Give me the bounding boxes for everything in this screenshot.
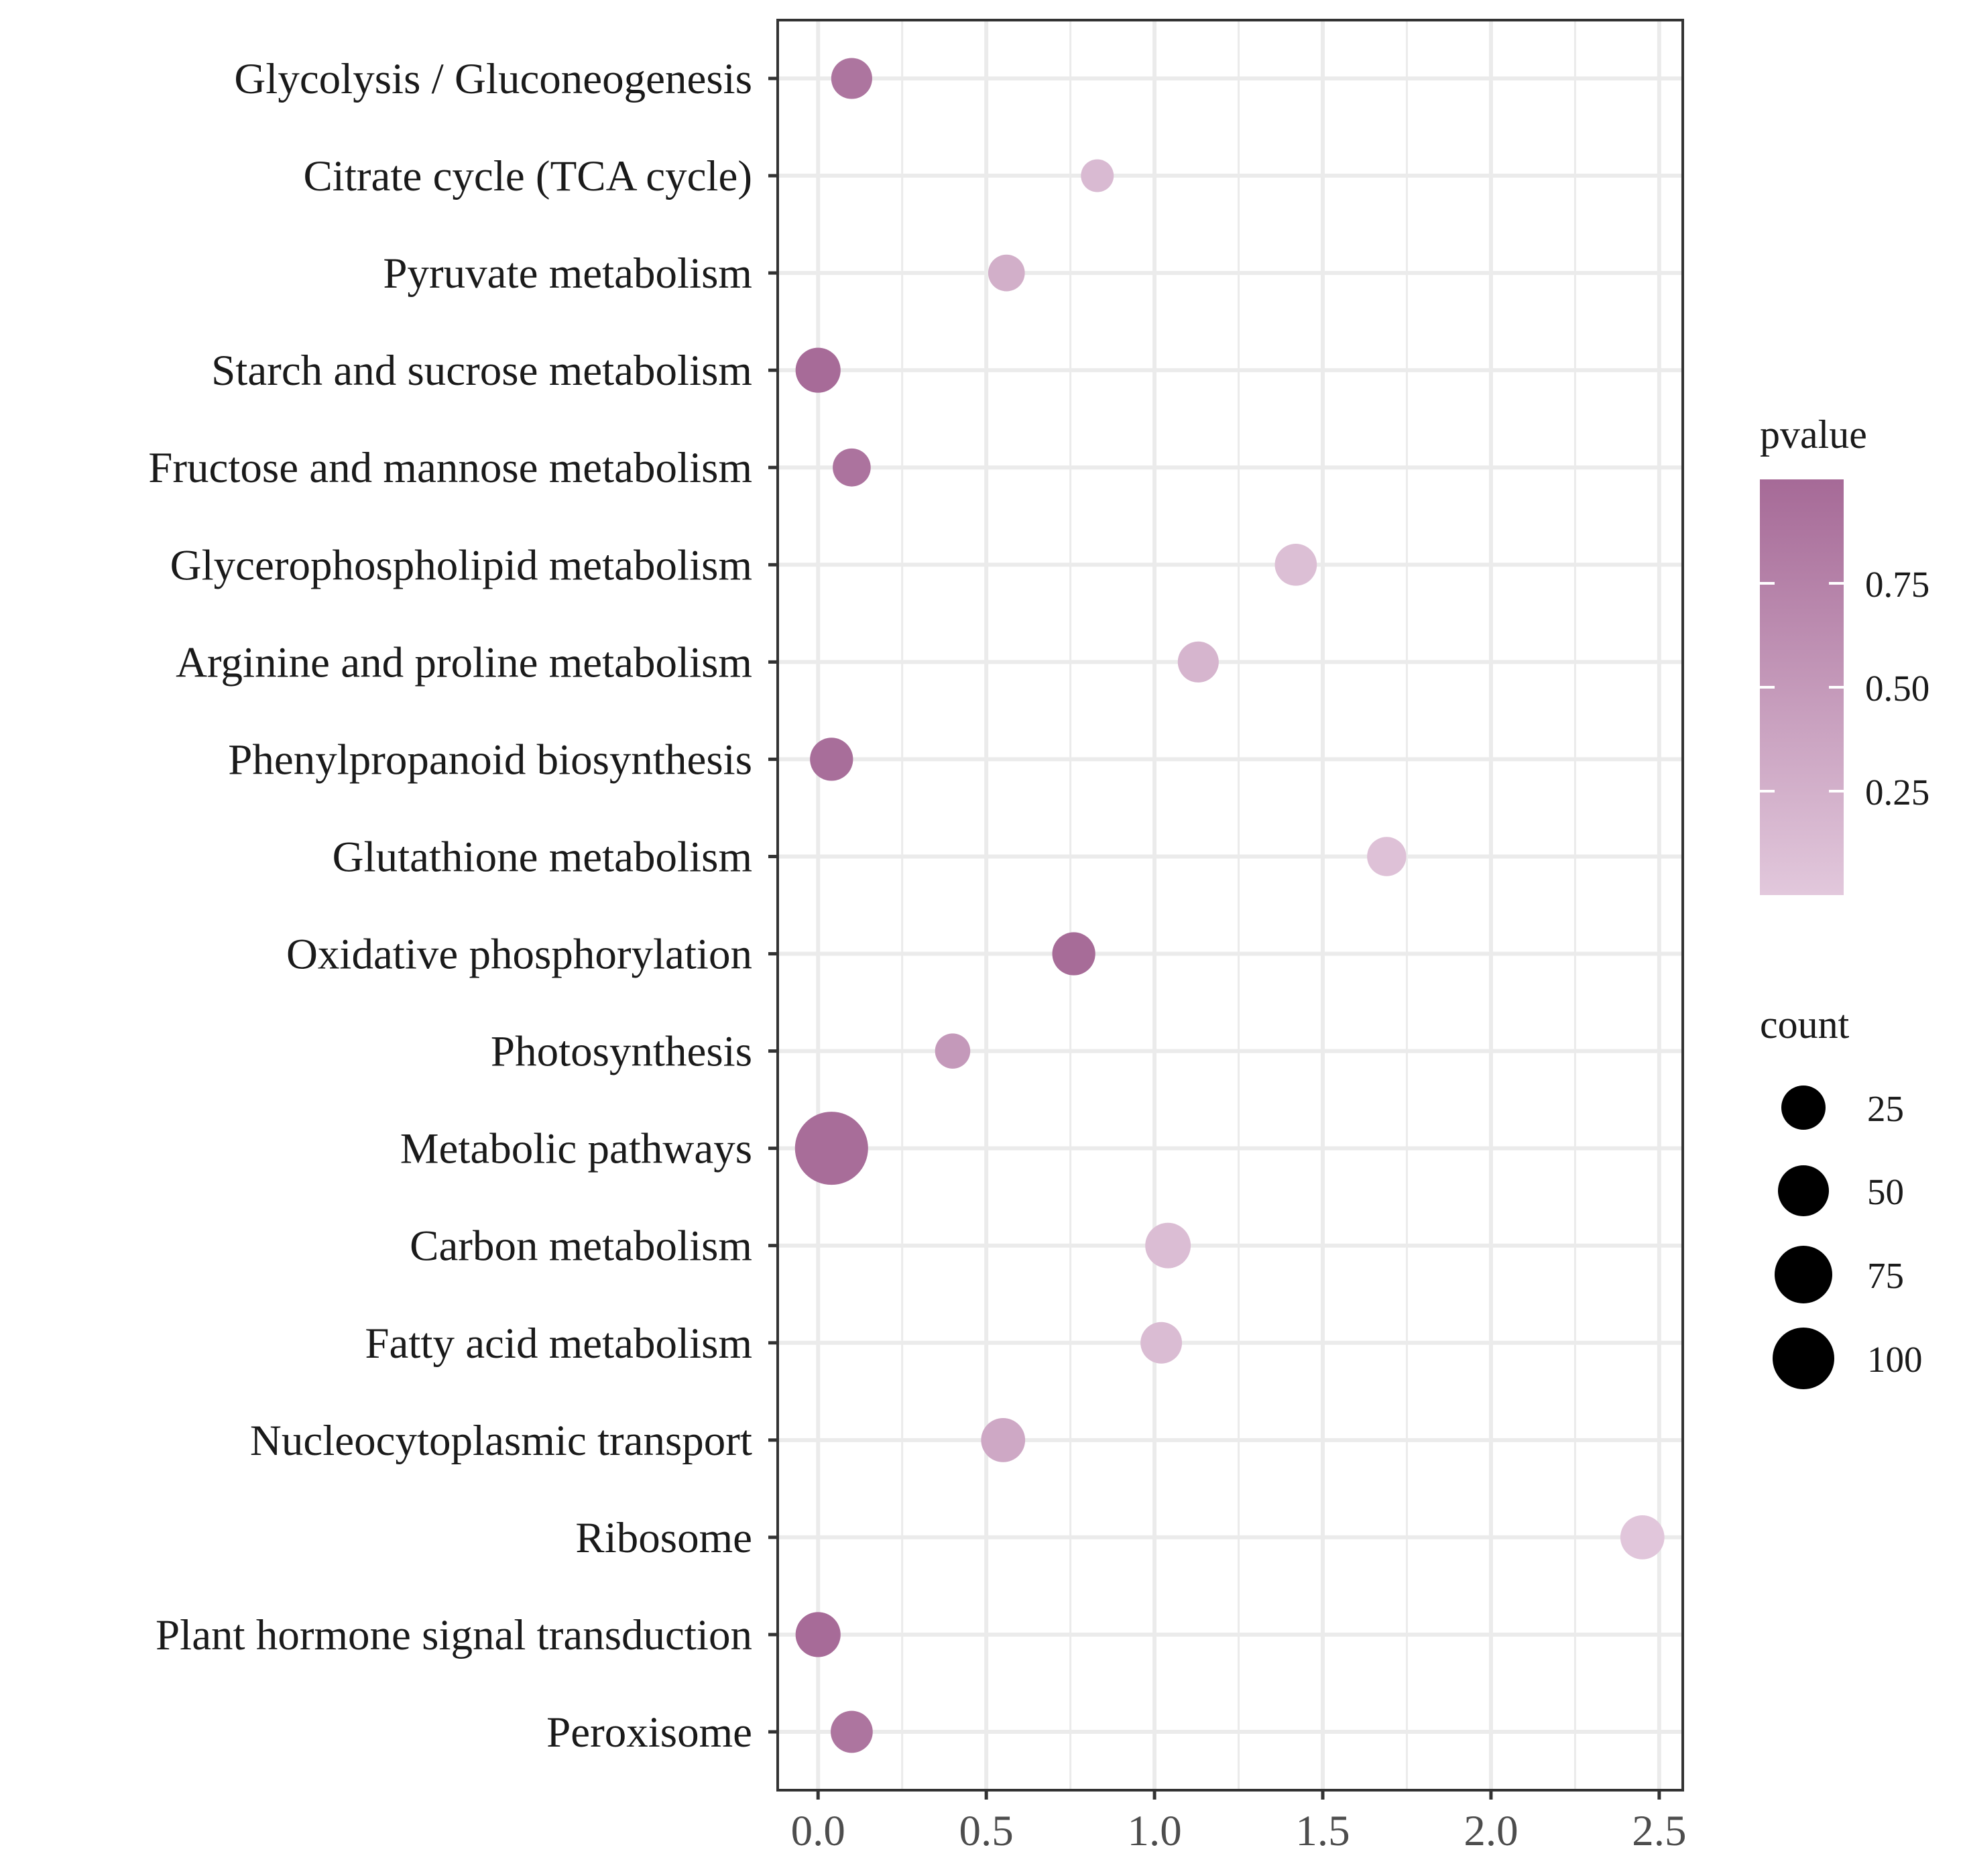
x-axis-tick-label: 2.0 bbox=[1464, 1807, 1518, 1855]
count-legend-items: 25 50 75 100 bbox=[1773, 1086, 1923, 1389]
axes: Glycolysis / Gluconeogenesis Citrate cycl… bbox=[148, 55, 1686, 1855]
data-point bbox=[831, 58, 872, 99]
count-legend: count 25 50 75 100 bbox=[1760, 1002, 1923, 1389]
pvalue-legend: pvalue 0.75 0.50 0.25 bbox=[1760, 412, 1929, 895]
count-legend-key bbox=[1781, 1086, 1826, 1130]
x-axis-tick-label: 1.0 bbox=[1127, 1807, 1181, 1855]
count-legend-label: 25 bbox=[1867, 1088, 1904, 1129]
colorbar-tick-label: 0.50 bbox=[1865, 668, 1929, 709]
y-axis-category-label: Ribosome bbox=[575, 1514, 752, 1562]
x-axis-tick-label: 0.5 bbox=[959, 1807, 1014, 1855]
data-point bbox=[1145, 1222, 1191, 1269]
y-axis-category-label: Glycerophospholipid metabolism bbox=[170, 541, 752, 589]
count-legend-key bbox=[1778, 1165, 1829, 1216]
plot-panel-background bbox=[778, 20, 1683, 1790]
y-axis-category-label: Phenylpropanoid biosynthesis bbox=[228, 736, 752, 784]
data-point bbox=[1052, 932, 1095, 976]
plot-panel-border bbox=[776, 19, 1684, 1792]
x-axis-tick-label: 0.0 bbox=[791, 1807, 845, 1855]
data-point bbox=[1140, 1322, 1183, 1364]
count-legend-key bbox=[1773, 1328, 1834, 1389]
count-legend-title: count bbox=[1760, 1002, 1850, 1047]
y-axis-category-label: Glutathione metabolism bbox=[333, 833, 752, 881]
x-axis-tick-label: 1.5 bbox=[1295, 1807, 1350, 1855]
data-point bbox=[833, 448, 871, 487]
data-point bbox=[1274, 543, 1317, 586]
y-axis-category-label: Citrate cycle (TCA cycle) bbox=[303, 152, 752, 200]
data-point bbox=[831, 1710, 873, 1753]
y-axis-category-label: Nucleocytoplasmic transport bbox=[250, 1417, 752, 1465]
colorbar-tick-label: 0.75 bbox=[1865, 564, 1929, 605]
data-point bbox=[1620, 1515, 1665, 1560]
y-axis-category-label: Peroxisome bbox=[546, 1708, 752, 1757]
pvalue-colorbar-ticks: 0.75 0.50 0.25 bbox=[1760, 564, 1929, 813]
pvalue-legend-title: pvalue bbox=[1760, 412, 1867, 457]
y-axis-category-label: Starch and sucrose metabolism bbox=[211, 347, 752, 395]
count-legend-label: 50 bbox=[1867, 1171, 1904, 1212]
count-legend-key bbox=[1775, 1246, 1832, 1303]
data-point bbox=[795, 1612, 841, 1657]
data-point bbox=[1177, 641, 1219, 683]
y-axis-category-label: Glycolysis / Gluconeogenesis bbox=[234, 55, 752, 103]
y-axis-category-label: Pyruvate metabolism bbox=[383, 249, 752, 298]
data-point bbox=[810, 738, 853, 781]
data-points bbox=[794, 58, 1665, 1753]
y-axis-category-label: Arginine and proline metabolism bbox=[176, 638, 752, 687]
data-point bbox=[1367, 837, 1407, 876]
data-point bbox=[1081, 159, 1114, 192]
y-axis-category-label: Fructose and mannose metabolism bbox=[148, 444, 752, 492]
grid-lines bbox=[778, 20, 1683, 1790]
count-legend-label: 75 bbox=[1867, 1255, 1904, 1296]
data-point bbox=[988, 254, 1025, 292]
colorbar-tick-label: 0.25 bbox=[1865, 772, 1929, 813]
y-axis-category-label: Carbon metabolism bbox=[410, 1222, 752, 1271]
y-axis-category-label: Photosynthesis bbox=[491, 1028, 752, 1076]
y-axis-category-label: Plant hormone signal transduction bbox=[156, 1611, 752, 1659]
count-legend-label: 100 bbox=[1867, 1339, 1923, 1380]
y-axis-category-label: Oxidative phosphorylation bbox=[286, 931, 752, 979]
y-axis-category-label: Metabolic pathways bbox=[400, 1125, 752, 1173]
data-point bbox=[981, 1417, 1026, 1462]
x-axis-tick-label: 2.5 bbox=[1632, 1807, 1686, 1855]
data-point bbox=[795, 347, 841, 393]
data-point bbox=[794, 1112, 868, 1185]
data-point bbox=[935, 1033, 971, 1069]
y-axis-category-label: Fatty acid metabolism bbox=[365, 1320, 752, 1368]
